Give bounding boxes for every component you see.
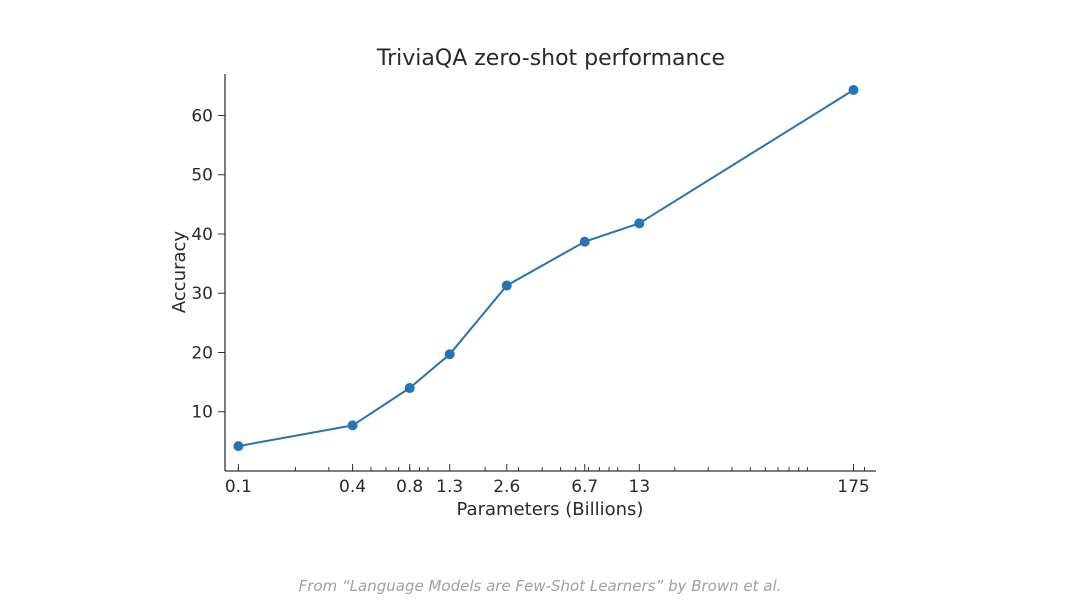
data-point: [444, 349, 455, 360]
x-tick-label: 1.3: [436, 477, 463, 497]
y-tick-label: 10: [191, 403, 213, 423]
y-axis-label: Accuracy: [169, 231, 190, 314]
y-tick-label: 50: [191, 166, 213, 186]
y-tick-label: 30: [191, 284, 213, 304]
y-axis-ticks: 10 20 30 40 50 60: [191, 106, 225, 423]
data-point: [579, 236, 590, 247]
x-tick-label: 0.1: [225, 477, 252, 497]
data-point: [634, 218, 645, 229]
data-point: [233, 441, 244, 452]
source-caption: From “Language Models are Few-Shot Learn…: [299, 577, 782, 595]
data-point: [347, 420, 358, 431]
x-tick-label: 6.7: [571, 477, 598, 497]
x-tick-label: 0.4: [339, 477, 366, 497]
x-tick-label: 175: [837, 477, 869, 497]
chart-title: TriviaQA zero-shot performance: [376, 46, 725, 71]
x-tick-label: 2.6: [493, 477, 520, 497]
y-tick-label: 40: [191, 225, 213, 245]
data-point: [501, 280, 512, 291]
series-line: [238, 89, 855, 448]
y-tick-label: 20: [191, 343, 213, 363]
data-point: [848, 84, 859, 95]
x-axis-label: Parameters (Billions): [457, 499, 644, 520]
series-layer: [233, 84, 859, 452]
data-point: [404, 383, 415, 394]
x-tick-label: 13: [629, 477, 651, 497]
y-tick-label: 60: [191, 106, 213, 126]
x-axis-ticks: 0.1 0.4 0.8 1.3 2.6 6.7 13 175: [225, 464, 870, 497]
x-tick-label: 0.8: [396, 477, 423, 497]
